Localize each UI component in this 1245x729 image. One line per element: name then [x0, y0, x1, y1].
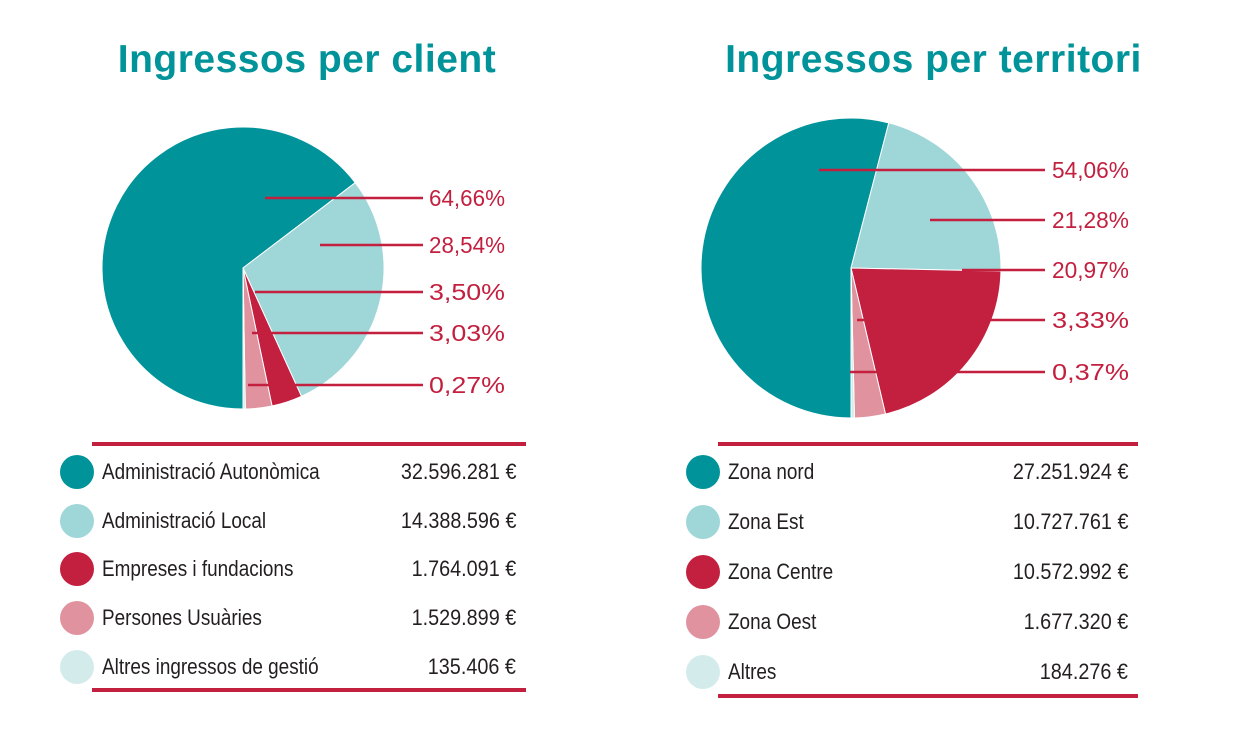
legend-swatch	[686, 605, 720, 639]
legend-swatch	[60, 650, 94, 684]
percent-label: 3,03%	[429, 320, 505, 346]
legend-value: 14.388.596 €	[400, 508, 516, 533]
legend-swatch	[60, 455, 94, 489]
legend-row: Persones Usuàries 1.529.899 €	[60, 598, 516, 638]
legend-value: 184.276 €	[1039, 659, 1128, 684]
legend-row: Altres ingressos de gestió 135.406 €	[60, 647, 516, 687]
percent-label: 21,28%	[1052, 207, 1129, 233]
chart-title: Ingressos per territori	[725, 38, 1142, 81]
legend-value: 1.529.899 €	[411, 605, 516, 630]
percent-label: 64,66%	[429, 185, 505, 211]
percent-label: 0,27%	[429, 372, 505, 398]
legend-row: Zona Oest 1.677.320 €	[686, 602, 1128, 642]
pie-slice	[850, 267, 1002, 415]
percent-label: 28,54%	[429, 232, 505, 258]
legend-value: 1.764.091 €	[411, 556, 516, 581]
pie-slice	[242, 181, 385, 397]
legend-swatch	[686, 555, 720, 589]
legend-row: Zona Est 10.727.761 €	[686, 502, 1128, 542]
legend-row: Administració Autonòmica 32.596.281 €	[60, 452, 516, 492]
legend-label: Altres	[728, 659, 777, 684]
pie-slice	[850, 122, 1002, 272]
legend-row: Empreses i fundacions 1.764.091 €	[60, 549, 516, 589]
territori-chart-panel: Ingressos per territori 54,06% 21,28% 20,9…	[622, 0, 1245, 729]
legend-label: Zona Est	[728, 509, 804, 534]
legend-row: Altres 184.276 €	[686, 652, 1128, 692]
legend-swatch	[686, 655, 720, 689]
legend-value: 10.572.992 €	[1012, 559, 1128, 584]
legend-value: 27.251.924 €	[1012, 459, 1128, 484]
legend-swatch	[686, 505, 720, 539]
client-chart-panel: Ingressos per client 64,66% 28,54% 3,50% 3,…	[0, 0, 622, 729]
legend-swatch	[686, 455, 720, 489]
legend-label: Administració Local	[102, 508, 267, 533]
legend-swatch	[60, 601, 94, 635]
percent-label: 54,06%	[1052, 157, 1129, 183]
pie-slice	[242, 267, 246, 410]
legend-bottom-rule	[92, 688, 526, 692]
pie-slice	[850, 267, 855, 419]
legend-value: 10.727.761 €	[1012, 509, 1128, 534]
legend-value: 1.677.320 €	[1023, 609, 1128, 634]
client-pie-chart: 64,66% 28,54% 3,50% 3,03% 0,27%	[101, 126, 505, 410]
legend-label: Zona nord	[728, 459, 815, 484]
legend-value: 32.596.281 €	[400, 459, 516, 484]
percent-label: 20,97%	[1052, 257, 1129, 283]
territori-pie-chart: 54,06% 21,28% 20,97% 3,33% 0,37%	[700, 117, 1129, 419]
percent-label: 0,37%	[1052, 359, 1129, 385]
chart-title: Ingressos per client	[117, 38, 497, 81]
legend-label: Empreses i fundacions	[102, 556, 294, 581]
legend-bottom-rule	[718, 694, 1138, 698]
territori-legend: Zona nord 27.251.924 € Zona Est 10.727.7…	[686, 450, 1128, 690]
legend-value: 135.406 €	[427, 654, 516, 679]
legend-swatch	[60, 552, 94, 586]
percent-label: 3,33%	[1052, 307, 1129, 333]
legend-top-rule	[92, 442, 526, 446]
legend-label: Altres ingressos de gestió	[102, 654, 319, 679]
legend-label: Zona Centre	[728, 559, 834, 584]
pie-slice	[700, 117, 890, 419]
legend-swatch	[60, 504, 94, 538]
legend-row: Zona Centre 10.572.992 €	[686, 552, 1128, 592]
legend-label: Persones Usuàries	[102, 605, 262, 630]
percent-label: 3,50%	[429, 279, 505, 305]
legend-label: Zona Oest	[728, 609, 817, 634]
legend-row: Zona nord 27.251.924 €	[686, 452, 1128, 492]
client-legend: Administració Autonòmica 32.596.281 € Ad…	[60, 450, 516, 690]
legend-top-rule	[718, 442, 1138, 446]
legend-label: Administració Autonòmica	[102, 459, 320, 484]
legend-row: Administració Local 14.388.596 €	[60, 501, 516, 541]
